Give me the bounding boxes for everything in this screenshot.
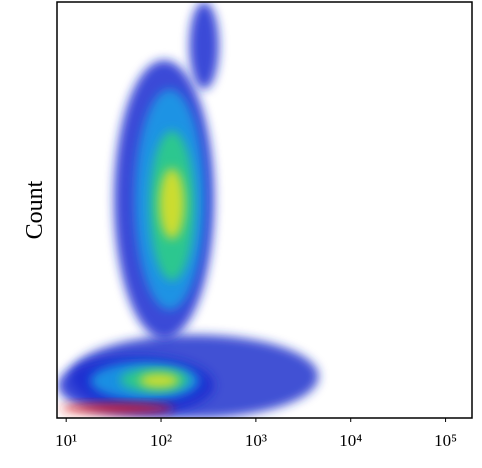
x-tick-label: 10⁴ [339, 431, 362, 450]
plot-area [58, 2, 319, 418]
plot-frame [56, 1, 473, 419]
x-tick-label: 10² [150, 431, 172, 450]
x-tick-label: 10¹ [55, 431, 77, 450]
density-blob [189, 2, 219, 90]
density-blob [159, 168, 185, 240]
x-tick-label: 10⁵ [434, 431, 457, 450]
x-tick-label: 10³ [245, 431, 267, 450]
density-blob [139, 373, 180, 389]
y-axis-title: Count [22, 180, 48, 239]
density-blob [60, 403, 175, 414]
